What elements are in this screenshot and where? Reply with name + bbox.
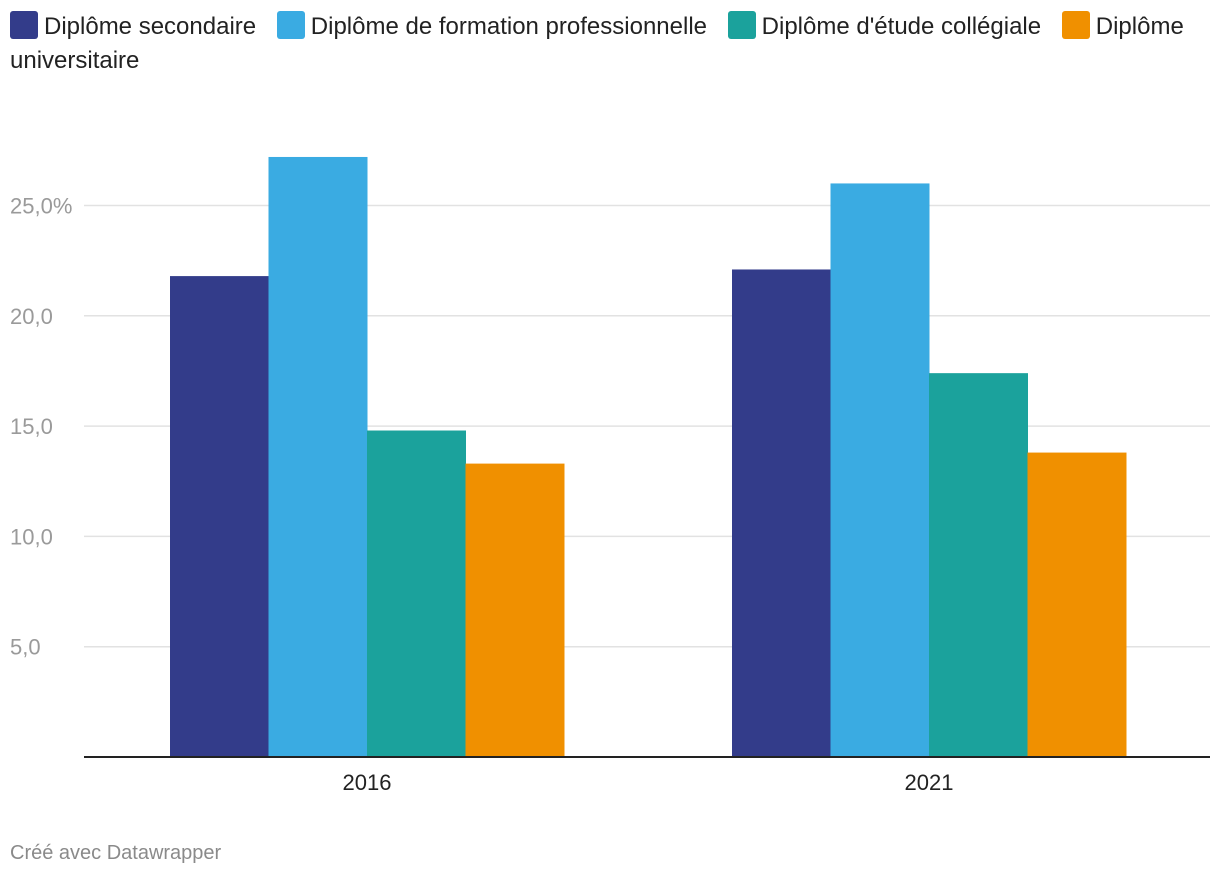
legend-swatch xyxy=(276,11,305,39)
bar xyxy=(830,183,930,757)
credit-text: Créé avec Datawrapper xyxy=(10,842,222,864)
axes: 2016 2021 xyxy=(84,756,1210,795)
legend-item-universitaire: Diplôme universitaire xyxy=(10,11,1184,74)
y-tick-label: 20,0 xyxy=(10,304,53,329)
bar xyxy=(732,269,831,757)
y-tick-label: 5,0 xyxy=(10,635,41,660)
legend-swatch xyxy=(10,11,38,39)
bar xyxy=(929,373,1028,757)
x-category-label: 2021 xyxy=(905,770,954,795)
bar xyxy=(367,430,466,757)
x-category-label: 2016 xyxy=(343,770,392,795)
y-tick-label: 25,0% xyxy=(10,194,72,219)
y-tick-label: 10,0 xyxy=(10,524,53,549)
legend-label: Diplôme universitaire xyxy=(10,13,1184,74)
legend-label: Diplôme d'étude collégiale xyxy=(761,13,1042,40)
legend-item-secondaire: Diplôme secondaire xyxy=(10,11,257,40)
legend-label: Diplôme de formation professionnelle xyxy=(310,13,707,40)
legend: Diplôme secondaire Diplôme de formation … xyxy=(10,10,1205,78)
bars xyxy=(170,156,1127,757)
legend-swatch xyxy=(727,11,756,39)
bar xyxy=(465,463,565,757)
bar xyxy=(268,156,368,757)
legend-swatch xyxy=(1061,11,1090,39)
legend-item-professionnelle: Diplôme de formation professionnelle xyxy=(276,11,707,40)
y-tick-label: 15,0 xyxy=(10,414,53,439)
bar xyxy=(170,276,269,757)
legend-item-collegiale: Diplôme d'étude collégiale xyxy=(727,11,1042,40)
bar xyxy=(1027,452,1127,757)
legend-label: Diplôme secondaire xyxy=(44,13,257,40)
